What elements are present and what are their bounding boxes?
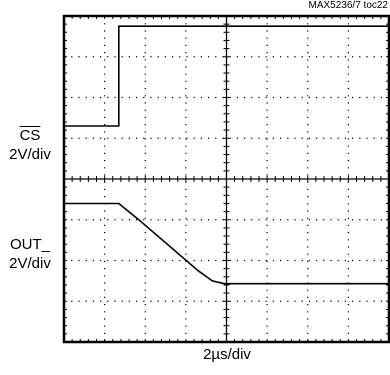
channel-label-cs: CS 2V/div bbox=[2, 126, 58, 164]
center-axes bbox=[63, 15, 390, 343]
out-scale: 2V/div bbox=[9, 255, 51, 272]
x-axis-label: 2µs/div bbox=[203, 346, 251, 363]
cs-name: CS bbox=[19, 127, 41, 144]
trace-cs bbox=[64, 25, 389, 127]
plot-frame bbox=[62, 14, 390, 344]
out-name: OUT_ bbox=[9, 236, 50, 253]
figure-id: MAX5236/7 toc22 bbox=[308, 0, 389, 11]
trace-out bbox=[64, 202, 389, 285]
channel-label-out: OUT_ 2V/div bbox=[2, 235, 58, 273]
traces bbox=[64, 25, 389, 285]
cs-scale: 2V/div bbox=[9, 146, 51, 163]
